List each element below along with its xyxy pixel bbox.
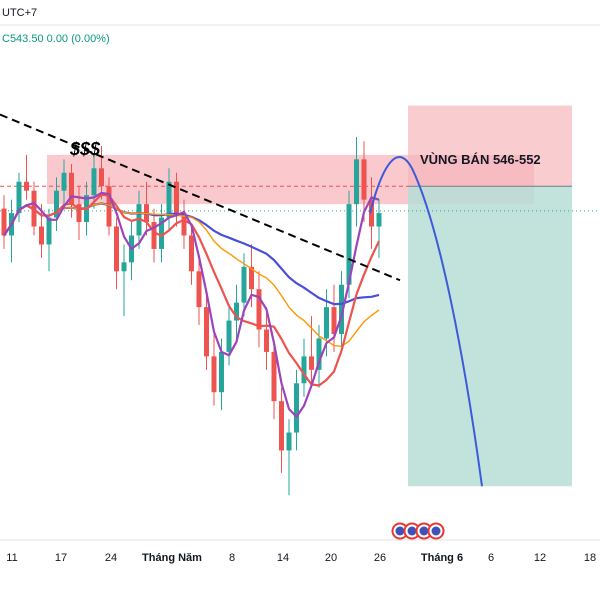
event-icon-core	[395, 526, 405, 536]
candle-body	[234, 302, 239, 321]
candle-body	[309, 356, 314, 370]
x-tick-label: Tháng Năm	[142, 552, 202, 564]
x-tick-label: 14	[277, 552, 289, 564]
candle-body	[376, 213, 382, 227]
sell-zone-label: VÙNG BÁN 546-552	[420, 152, 541, 167]
candle-body	[121, 262, 127, 272]
x-tick-label: 18	[584, 552, 596, 564]
candle-body	[16, 181, 22, 214]
candle-body	[204, 307, 209, 357]
x-tick-label: 8	[229, 552, 235, 564]
candle-body	[54, 190, 59, 218]
candle-body	[354, 159, 359, 205]
candle-body	[181, 213, 187, 236]
x-tick-label: 6	[488, 552, 494, 564]
ma-slow-line	[3, 202, 380, 347]
us-flag-event-icon[interactable]	[427, 522, 445, 540]
x-tick-label: 26	[374, 552, 386, 564]
money-annotation: $$$	[69, 139, 101, 159]
us-flag-event-icon[interactable]	[403, 522, 421, 540]
event-icon-core	[407, 526, 417, 536]
candle-body	[159, 217, 164, 249]
candle-body	[211, 356, 217, 393]
x-tick-label: 20	[325, 552, 337, 564]
x-tick-label: 24	[105, 552, 117, 564]
candle-body	[99, 168, 104, 187]
candle-body	[1, 208, 7, 236]
candle-body	[39, 226, 44, 245]
candle-body	[76, 204, 82, 223]
candle-body	[339, 284, 344, 334]
x-tick-label: 17	[55, 552, 67, 564]
candle-body	[106, 186, 112, 227]
candle-body	[196, 271, 202, 308]
candle-body	[166, 181, 172, 218]
timezone-label: UTC+7	[2, 7, 37, 19]
x-tick-label: 12	[534, 552, 546, 564]
candle-body	[331, 307, 337, 334]
x-tick-label: 11	[6, 552, 17, 564]
candle-body	[271, 351, 277, 402]
stop-loss-zone	[408, 105, 572, 187]
x-tick-label: Tháng 6	[421, 552, 463, 564]
ohlc-readout: C543.50 0.00 (0.00%)	[2, 33, 110, 45]
descending-trendline	[0, 113, 401, 282]
candle-body	[151, 222, 157, 249]
candle-body	[24, 181, 29, 191]
event-icon-core	[431, 526, 441, 536]
candle-body	[46, 217, 52, 245]
candle-body	[226, 320, 232, 352]
candle-body	[189, 235, 194, 272]
projection-curve	[369, 156, 483, 487]
candle-body	[256, 289, 262, 330]
candle-body	[61, 172, 67, 191]
candle-body	[294, 383, 299, 433]
candle-body	[249, 266, 254, 290]
candle-body	[324, 307, 329, 339]
candle-body	[346, 204, 352, 285]
candle-body	[286, 432, 292, 451]
event-icon-core	[419, 526, 429, 536]
candle-body	[174, 181, 179, 214]
candle-body	[91, 168, 97, 196]
candle-body	[264, 329, 269, 352]
candle-body	[316, 338, 322, 370]
ma-fast-line	[3, 191, 380, 418]
candle-body	[69, 172, 74, 205]
candle-body	[114, 226, 119, 272]
candle-body	[361, 159, 367, 200]
us-flag-event-icon[interactable]	[391, 522, 409, 540]
candle-body	[241, 266, 247, 303]
candle-body	[219, 351, 224, 393]
candle-body	[279, 401, 284, 451]
candle-body	[369, 199, 374, 227]
take-profit-zone	[408, 186, 572, 487]
candle-body	[301, 356, 307, 384]
